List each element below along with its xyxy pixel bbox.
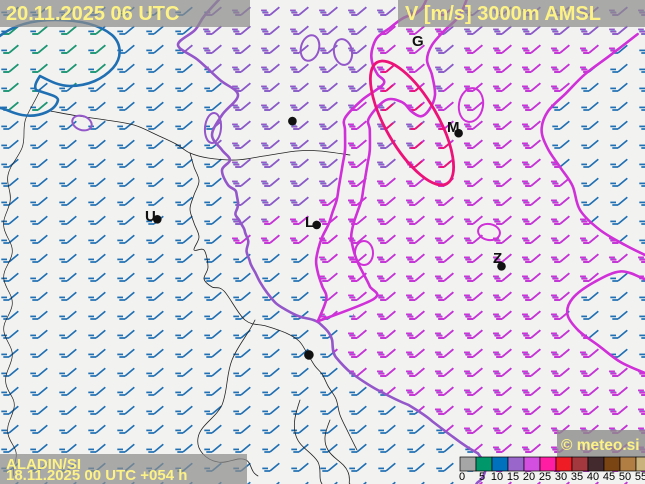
svg-text:35: 35	[571, 471, 583, 483]
svg-text:25: 25	[539, 471, 551, 483]
svg-text:20: 20	[523, 471, 535, 483]
svg-text:© meteo.si: © meteo.si	[561, 437, 640, 454]
svg-text:15: 15	[507, 471, 519, 483]
svg-text:0: 0	[459, 471, 465, 483]
svg-text:45: 45	[603, 471, 615, 483]
svg-text:40: 40	[587, 471, 599, 483]
svg-text:20.11.2025 06 UTC: 20.11.2025 06 UTC	[6, 3, 179, 25]
svg-text:30: 30	[555, 471, 567, 483]
svg-text:5: 5	[479, 471, 485, 483]
svg-text:55: 55	[635, 471, 645, 483]
svg-text:10: 10	[491, 471, 503, 483]
svg-text:G: G	[412, 33, 424, 50]
svg-text:V [m/s] 3000m AMSL: V [m/s] 3000m AMSL	[405, 3, 601, 25]
svg-text:L: L	[305, 214, 314, 231]
svg-text:50: 50	[619, 471, 631, 483]
svg-text:18.11.2025 00 UTC +054 h: 18.11.2025 00 UTC +054 h	[6, 467, 187, 484]
